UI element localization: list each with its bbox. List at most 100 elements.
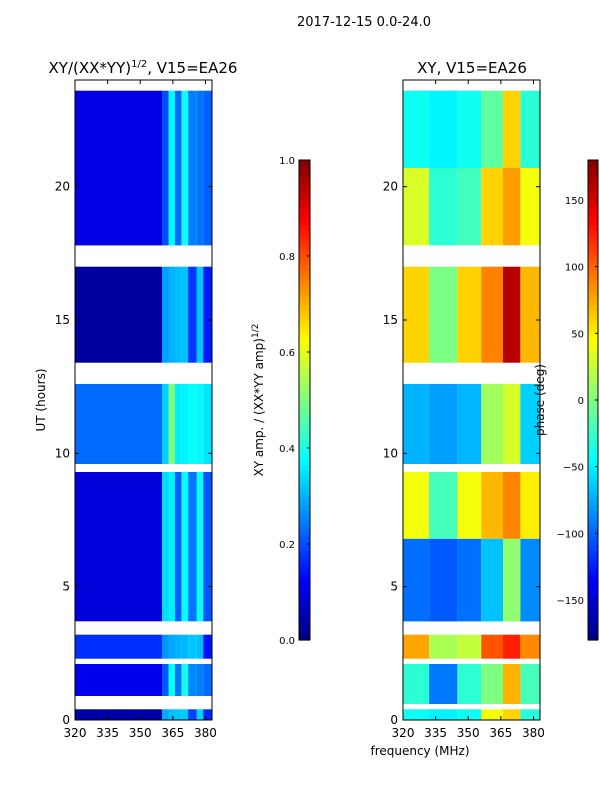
left-colorbar-strip — [299, 620, 310, 626]
right-colorbar-strip — [588, 230, 598, 236]
left-colorbar-strip — [299, 395, 310, 401]
left-cell — [188, 472, 197, 622]
right-colorbar-strip — [588, 205, 598, 211]
left-colorbar-strip — [299, 305, 310, 311]
left-colorbar-strip — [299, 565, 310, 571]
left-cell — [168, 90, 175, 246]
left-colorbar-strip — [299, 425, 310, 431]
left-cell — [175, 472, 182, 622]
left-cell — [203, 634, 212, 659]
right-cell — [429, 90, 458, 168]
right-x-tick-label: 380 — [522, 726, 545, 740]
right-colorbar-strip — [588, 560, 598, 566]
left-colorbar-strip — [299, 280, 310, 286]
right-colorbar-strip — [588, 550, 598, 556]
left-colorbar-strip — [299, 580, 310, 586]
right-colorbar-strip — [588, 605, 598, 611]
right-colorbar-strip — [588, 350, 598, 356]
left-colorbar-strip — [299, 500, 310, 506]
left-plot-frame — [74, 79, 213, 721]
left-cell — [181, 266, 189, 363]
left-colorbar-strip — [299, 310, 310, 316]
left-colorbar-strip — [299, 350, 310, 356]
left-colorbar-strip — [299, 375, 310, 381]
right-colorbar-strip — [588, 440, 598, 446]
left-colorbar-strip — [299, 365, 310, 371]
right-colorbar-strip — [588, 245, 598, 251]
left-cell — [162, 266, 169, 363]
right-cell — [520, 664, 540, 704]
left-colorbar: 0.0 0.2 0.4 0.6 0.8 1.0 XY amp. / (XX*YY amp)… — [251, 156, 311, 647]
left-colorbar-strip — [299, 340, 310, 346]
right-cell — [403, 90, 430, 168]
left-colorbar-strip — [299, 285, 310, 291]
right-cell — [503, 664, 521, 704]
right-colorbar-strip — [588, 225, 598, 231]
right-cell — [429, 384, 458, 464]
left-x-tick-label: 320 — [64, 726, 87, 740]
right-colorbar-strip — [588, 430, 598, 436]
right-colorbar-strip — [588, 610, 598, 616]
left-colorbar-strip — [299, 190, 310, 196]
left-colorbar-strip — [299, 520, 310, 526]
left-colorbar-strip — [299, 445, 310, 451]
right-cell — [503, 384, 521, 464]
left-heatmap-cells — [75, 90, 212, 720]
right-colorbar-strip — [588, 295, 598, 301]
left-colorbar-strip — [299, 255, 310, 261]
left-cell — [196, 266, 204, 363]
left-cell — [168, 634, 175, 659]
left-colorbar-tick-label: 1.0 — [279, 156, 295, 167]
left-colorbar-strip — [299, 485, 310, 491]
left-colorbar-strip — [299, 245, 310, 251]
right-colorbar-strip — [588, 475, 598, 481]
right-colorbar-strip — [588, 265, 598, 271]
right-cell — [403, 384, 430, 464]
left-y-tick-label: 0 — [62, 713, 70, 727]
left-colorbar-strip — [299, 345, 310, 351]
right-colorbar-strip — [588, 375, 598, 381]
right-y-tick-label: 5 — [390, 580, 398, 594]
right-colorbar-strip — [588, 170, 598, 176]
right-colorbar-strip — [588, 250, 598, 256]
right-cell — [457, 266, 482, 363]
right-colorbar-strip — [588, 380, 598, 386]
left-y-tick-label: 5 — [62, 580, 70, 594]
right-x-tick-label: 365 — [489, 726, 512, 740]
left-colorbar-strip — [299, 250, 310, 256]
left-cell — [188, 266, 197, 363]
right-colorbar-strip — [588, 240, 598, 246]
right-colorbar-strip — [588, 450, 598, 456]
left-cell — [203, 90, 212, 246]
left-cell — [162, 472, 169, 622]
right-cell — [403, 709, 430, 720]
left-colorbar-strip — [299, 490, 310, 496]
right-colorbar-strip — [588, 545, 598, 551]
right-cell — [403, 634, 430, 659]
left-cell — [75, 384, 162, 464]
left-colorbar-strip — [299, 355, 310, 361]
right-colorbar-strip — [588, 365, 598, 371]
left-colorbar-strip — [299, 545, 310, 551]
right-cell — [457, 634, 482, 659]
right-cell — [481, 168, 503, 246]
right-cell — [481, 472, 503, 539]
right-cell — [503, 90, 521, 168]
left-colorbar-strip — [299, 385, 310, 391]
left-colorbar-strip — [299, 585, 310, 591]
left-colorbar-frame — [298, 159, 311, 641]
left-cell — [181, 664, 189, 696]
left-colorbar-strip — [299, 175, 310, 181]
left-colorbar-strip — [299, 370, 310, 376]
right-colorbar-tick-label: −100 — [557, 529, 584, 540]
left-colorbar-strip — [299, 460, 310, 466]
right-colorbar-strip — [588, 625, 598, 631]
right-colorbar-strip — [588, 330, 598, 336]
right-cell — [429, 266, 458, 363]
right-x-axis: 320 335 350 365 380 — [392, 80, 545, 740]
left-cell — [181, 472, 189, 622]
right-colorbar-strip — [588, 360, 598, 366]
left-cell — [75, 634, 162, 659]
left-colorbar-strip — [299, 505, 310, 511]
left-colorbar-strip — [299, 515, 310, 521]
